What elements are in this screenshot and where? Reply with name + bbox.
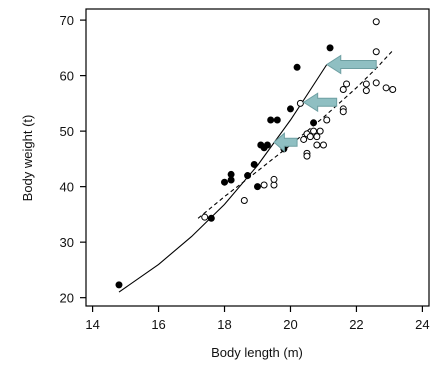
filled-data-point bbox=[221, 178, 229, 186]
y-tick-label: 70 bbox=[60, 13, 74, 28]
y-tick-label: 50 bbox=[60, 124, 74, 139]
open-data-point bbox=[323, 116, 331, 124]
y-tick-label: 40 bbox=[60, 180, 74, 195]
filled-data-point bbox=[115, 281, 123, 289]
open-data-point bbox=[260, 181, 268, 189]
open-data-point bbox=[372, 79, 380, 87]
y-axis-label: Body weight (t) bbox=[20, 115, 35, 202]
filled-data-point bbox=[293, 63, 301, 71]
plot-frame bbox=[85, 8, 430, 307]
x-tick-label: 14 bbox=[85, 317, 99, 332]
open-data-point bbox=[313, 141, 321, 149]
open-data-point bbox=[313, 133, 321, 141]
open-data-point bbox=[339, 108, 347, 116]
x-tick-label: 24 bbox=[415, 317, 429, 332]
y-tick-label: 20 bbox=[60, 291, 74, 306]
filled-data-point bbox=[310, 119, 318, 127]
x-axis-label: Body length (m) bbox=[211, 345, 303, 360]
open-data-point bbox=[339, 85, 347, 93]
open-data-point bbox=[306, 133, 314, 141]
open-data-point bbox=[296, 99, 304, 107]
open-data-point bbox=[270, 175, 278, 183]
open-data-point bbox=[300, 135, 308, 143]
open-data-point bbox=[319, 141, 327, 149]
annotation-arrow bbox=[325, 54, 377, 75]
open-data-point bbox=[382, 84, 390, 92]
filled-data-point bbox=[326, 44, 334, 52]
x-tick-label: 16 bbox=[151, 317, 165, 332]
open-data-point bbox=[343, 80, 351, 88]
open-data-point bbox=[362, 87, 370, 95]
x-tick-label: 18 bbox=[217, 317, 231, 332]
x-tick-label: 22 bbox=[349, 317, 363, 332]
open-data-point bbox=[201, 213, 209, 221]
open-data-point bbox=[310, 127, 318, 135]
y-tick-label: 60 bbox=[60, 69, 74, 84]
filled-data-point bbox=[227, 176, 235, 184]
axis-ticks: 14 16 18 20 22 24 20 30 40 50 60 70 bbox=[60, 13, 430, 332]
annotation-arrow bbox=[302, 92, 338, 113]
open-data-point bbox=[240, 197, 248, 205]
filled-data-point bbox=[207, 214, 215, 222]
y-tick-label: 30 bbox=[60, 235, 74, 250]
annotation-arrows bbox=[273, 54, 377, 153]
fit-curves bbox=[118, 50, 394, 293]
filled-data-point bbox=[254, 183, 261, 191]
open-data-point bbox=[389, 85, 397, 93]
x-tick-label: 20 bbox=[283, 317, 297, 332]
annotation-arrow bbox=[273, 132, 298, 153]
open-data-point bbox=[372, 48, 380, 56]
data-points bbox=[115, 18, 397, 289]
open-data-point bbox=[316, 127, 324, 135]
filled-data-point bbox=[250, 160, 258, 168]
filled-data-point bbox=[244, 172, 252, 180]
filled-data-point bbox=[263, 141, 271, 149]
filled-data-point bbox=[267, 116, 275, 124]
filled-data-point bbox=[273, 116, 281, 124]
open-data-point bbox=[362, 80, 370, 88]
solid-fit-curve bbox=[118, 64, 328, 293]
dashed-fit-curve bbox=[197, 50, 394, 219]
open-data-point bbox=[372, 18, 380, 26]
open-data-point bbox=[303, 152, 311, 160]
filled-data-point bbox=[286, 105, 294, 113]
